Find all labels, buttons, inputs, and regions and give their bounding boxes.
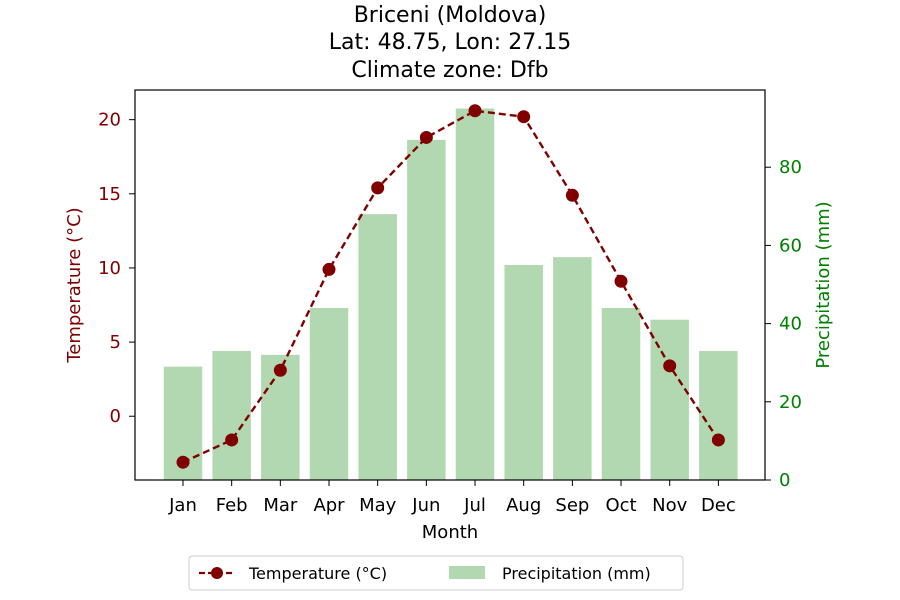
precipitation-tick-label: 40	[779, 314, 802, 335]
precipitation-bar	[358, 214, 397, 480]
x-tick-label: May	[359, 495, 397, 516]
temperature-point	[420, 131, 433, 144]
temperature-point	[566, 189, 579, 202]
legend-temperature-marker	[211, 567, 223, 579]
chart-title-line-3: Climate zone: Dfb	[351, 58, 548, 83]
precipitation-tick-label: 60	[779, 235, 802, 256]
temperature-tick-label: 0	[110, 406, 121, 427]
precipitation-bar	[310, 308, 349, 480]
x-tick-label: Mar	[263, 495, 298, 516]
precipitation-bar	[699, 351, 738, 480]
temperature-axis: 0 5 10 15 20	[98, 110, 135, 428]
x-tick-label: Feb	[216, 495, 248, 516]
precipitation-axis-label: Precipitation (mm)	[813, 201, 834, 368]
x-tick-label: Nov	[652, 495, 687, 516]
temperature-tick-label: 15	[98, 184, 121, 205]
chart-title-line-2: Lat: 48.75, Lon: 27.15	[329, 30, 571, 55]
precipitation-tick-label: 20	[779, 392, 802, 413]
legend-precipitation-swatch	[449, 566, 485, 579]
temperature-point	[323, 263, 336, 276]
legend-temperature-label: Temperature (°C)	[248, 564, 387, 583]
x-tick-label: Apr	[313, 495, 345, 516]
temperature-series	[177, 104, 725, 468]
precipitation-bar	[553, 257, 592, 480]
x-tick-label: Oct	[605, 495, 636, 516]
precipitation-bar	[456, 109, 495, 480]
temperature-tick-label: 10	[98, 258, 121, 279]
precipitation-tick-label: 80	[779, 157, 802, 178]
temperature-point	[371, 181, 384, 194]
x-tick-label: Jul	[463, 495, 486, 516]
temperature-point	[663, 359, 676, 372]
x-axis: Jan Feb Mar Apr May Jun Jul Aug Sep Oct Nov Dec	[168, 480, 736, 516]
temperature-axis-label: Temperature (°C)	[64, 207, 85, 363]
x-tick-label: Jun	[411, 495, 440, 516]
legend-precipitation-label: Precipitation (mm)	[502, 564, 651, 583]
temperature-point	[225, 433, 238, 446]
precipitation-bar	[407, 140, 446, 480]
temperature-point	[517, 110, 530, 123]
precipitation-bar	[212, 351, 251, 480]
x-tick-label: Dec	[701, 495, 736, 516]
temperature-tick-label: 20	[98, 110, 121, 131]
chart-title-line-1: Briceni (Moldova)	[354, 3, 547, 28]
temperature-point	[177, 456, 190, 469]
x-tick-label: Aug	[506, 495, 541, 516]
temperature-point	[615, 275, 628, 288]
precipitation-bar	[602, 308, 641, 480]
temperature-point	[712, 433, 725, 446]
x-axis-label: Month	[422, 522, 478, 543]
x-tick-label: Sep	[555, 495, 589, 516]
precipitation-axis: 0 20 40 60 80	[765, 157, 802, 491]
precipitation-bars	[164, 109, 738, 480]
precipitation-tick-label: 0	[779, 470, 790, 491]
precipitation-bar	[504, 265, 543, 480]
x-tick-label: Jan	[168, 495, 197, 516]
temperature-tick-label: 5	[110, 332, 121, 353]
temperature-point	[274, 364, 287, 377]
temperature-point	[469, 104, 482, 117]
legend: Temperature (°C) Precipitation (mm)	[189, 556, 683, 590]
